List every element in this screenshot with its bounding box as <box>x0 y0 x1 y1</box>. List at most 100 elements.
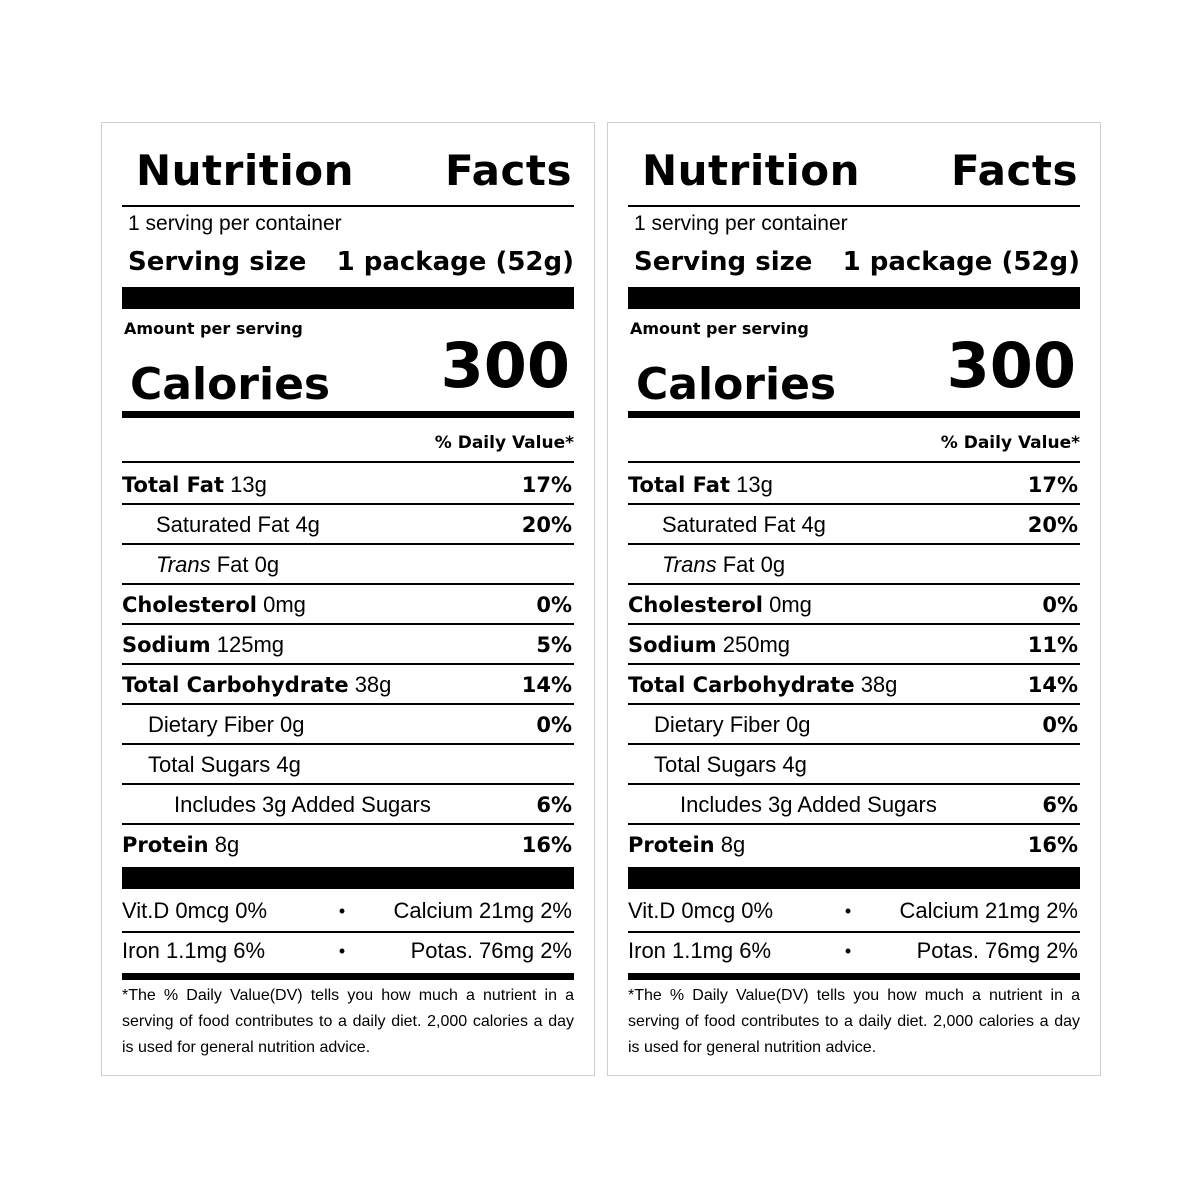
nutrient-amount: 0g <box>786 712 811 737</box>
serving-size-label: Serving size <box>128 247 307 277</box>
nutrient-amount: Fat 0g <box>722 552 786 577</box>
divider <box>628 783 1080 785</box>
nutrient-dv: 16% <box>1027 833 1078 857</box>
divider <box>628 623 1080 625</box>
nutrient-dv: 5% <box>536 633 572 657</box>
nutrient-row-added-sugars: Includes 3g Added Sugars 6% <box>628 785 1080 825</box>
daily-value-header: % Daily Value* <box>940 433 1080 453</box>
bullet: • <box>338 900 346 921</box>
nutrient-dv: 6% <box>1042 793 1078 817</box>
divider <box>628 543 1080 545</box>
daily-value-header: % Daily Value* <box>434 433 574 453</box>
nutrient-dv: 6% <box>536 793 572 817</box>
nutrient-amount: 4g <box>276 752 301 777</box>
nutrient-row-total-fat: Total Fat 13g 17% <box>628 465 1080 505</box>
nutrient-dv: 0% <box>1042 713 1078 737</box>
vitamin-left: Vit.D 0mcg 0% <box>122 898 268 923</box>
calories-label: Calories <box>130 359 331 410</box>
vitamin-row: Vit.D 0mcg 0% • Calcium 21mg 2% <box>628 891 1080 931</box>
nutrient-amount: 13g <box>230 472 267 497</box>
nutrient-name: Total Sugars <box>654 752 777 777</box>
thick-divider <box>122 287 574 309</box>
bullet: • <box>844 900 852 921</box>
nutrient-name: Trans <box>156 552 211 577</box>
divider <box>628 663 1080 665</box>
nutrient-name: Saturated Fat <box>662 512 796 537</box>
title-nutrition: Nutrition <box>642 146 860 195</box>
divider <box>628 583 1080 585</box>
nutrient-row-protein: Protein 8g 16% <box>628 825 1080 865</box>
nutrient-dv: 11% <box>1027 633 1078 657</box>
thick-divider <box>628 867 1080 889</box>
nutrient-amount: 38g <box>860 672 898 697</box>
calories-value: 300 <box>946 329 1076 402</box>
divider <box>628 503 1080 505</box>
title-facts: Facts <box>950 146 1078 195</box>
nutrient-row-total-fat: Total Fat 13g 17% <box>122 465 574 505</box>
divider <box>122 823 574 825</box>
nutrition-label-right: Nutrition Facts 1 serving per container … <box>607 122 1101 1076</box>
nutrient-amount: 0mg <box>769 592 812 617</box>
divider <box>122 743 574 745</box>
vitamin-row: Iron 1.1mg 6% • Potas. 76mg 2% <box>628 931 1080 971</box>
nutrient-row-saturated-fat: Saturated Fat 4g 20% <box>122 505 574 545</box>
nutrient-name: Includes 3g Added Sugars <box>174 792 431 817</box>
nutrient-name: Trans <box>662 552 717 577</box>
serving-size: Serving size 1 package (52g) <box>634 245 1080 279</box>
nutrient-row-total-sugars: Total Sugars 4g <box>628 745 1080 785</box>
nutrient-row-total-carbohydrate: Total Carbohydrate 38g 14% <box>122 665 574 705</box>
nutrient-row-trans-fat: Trans Fat 0g <box>122 545 574 585</box>
title-facts: Facts <box>444 146 572 195</box>
nutrient-amount: 0mg <box>263 592 306 617</box>
amount-per-serving: Amount per serving <box>630 319 809 338</box>
footnote: *The % Daily Value(DV) tells you how muc… <box>122 987 574 1056</box>
serving-size-label: Serving size <box>634 247 813 277</box>
divider <box>122 663 574 665</box>
nutrient-name: Saturated Fat <box>156 512 290 537</box>
nutrition-label-left: Nutrition Facts 1 serving per container … <box>101 122 595 1076</box>
divider <box>122 583 574 585</box>
nutrient-row-cholesterol: Cholesterol 0mg 0% <box>122 585 574 625</box>
divider <box>122 205 574 207</box>
label-body: Nutrition Facts 1 serving per container … <box>122 123 574 1077</box>
divider <box>628 931 1080 933</box>
nutrient-name: Includes 3g Added Sugars <box>680 792 937 817</box>
divider <box>628 743 1080 745</box>
nutrient-dv: 20% <box>521 513 572 537</box>
amount-per-serving: Amount per serving <box>124 319 303 338</box>
divider <box>122 623 574 625</box>
nutrient-row-sodium: Sodium 125mg 5% <box>122 625 574 665</box>
calories-label: Calories <box>636 359 837 410</box>
calories-value: 300 <box>440 329 570 402</box>
divider <box>628 461 1080 463</box>
nutrient-dv: 0% <box>536 593 572 617</box>
thick-divider <box>122 867 574 889</box>
nutrient-name: Cholesterol <box>122 593 257 617</box>
divider <box>122 703 574 705</box>
divider <box>122 931 574 933</box>
vitamin-left: Iron 1.1mg 6% <box>122 938 266 963</box>
nutrient-row-dietary-fiber: Dietary Fiber 0g 0% <box>122 705 574 745</box>
nutrient-name: Sodium <box>122 633 211 657</box>
nutrient-amount: 38g <box>354 672 392 697</box>
nutrient-name: Total Carbohydrate <box>122 673 349 697</box>
nutrient-amount: 125mg <box>216 632 285 657</box>
vitamin-right: Potas. 76mg 2% <box>410 938 572 963</box>
divider <box>628 205 1080 207</box>
nutrient-amount: 8g <box>214 832 240 857</box>
nutrient-name: Dietary Fiber <box>148 712 274 737</box>
label-title: Nutrition Facts <box>136 143 572 199</box>
nutrient-row-trans-fat: Trans Fat 0g <box>628 545 1080 585</box>
bullet: • <box>844 940 852 961</box>
divider <box>122 543 574 545</box>
nutrient-name: Cholesterol <box>628 593 763 617</box>
nutrient-dv: 17% <box>521 473 572 497</box>
medium-divider <box>628 411 1080 418</box>
nutrient-row-protein: Protein 8g 16% <box>122 825 574 865</box>
nutrient-row-dietary-fiber: Dietary Fiber 0g 0% <box>628 705 1080 745</box>
vitamin-right: Potas. 76mg 2% <box>916 938 1078 963</box>
nutrient-name: Total Sugars <box>148 752 271 777</box>
divider <box>122 503 574 505</box>
nutrient-name: Dietary Fiber <box>654 712 780 737</box>
nutrient-dv: 20% <box>1027 513 1078 537</box>
